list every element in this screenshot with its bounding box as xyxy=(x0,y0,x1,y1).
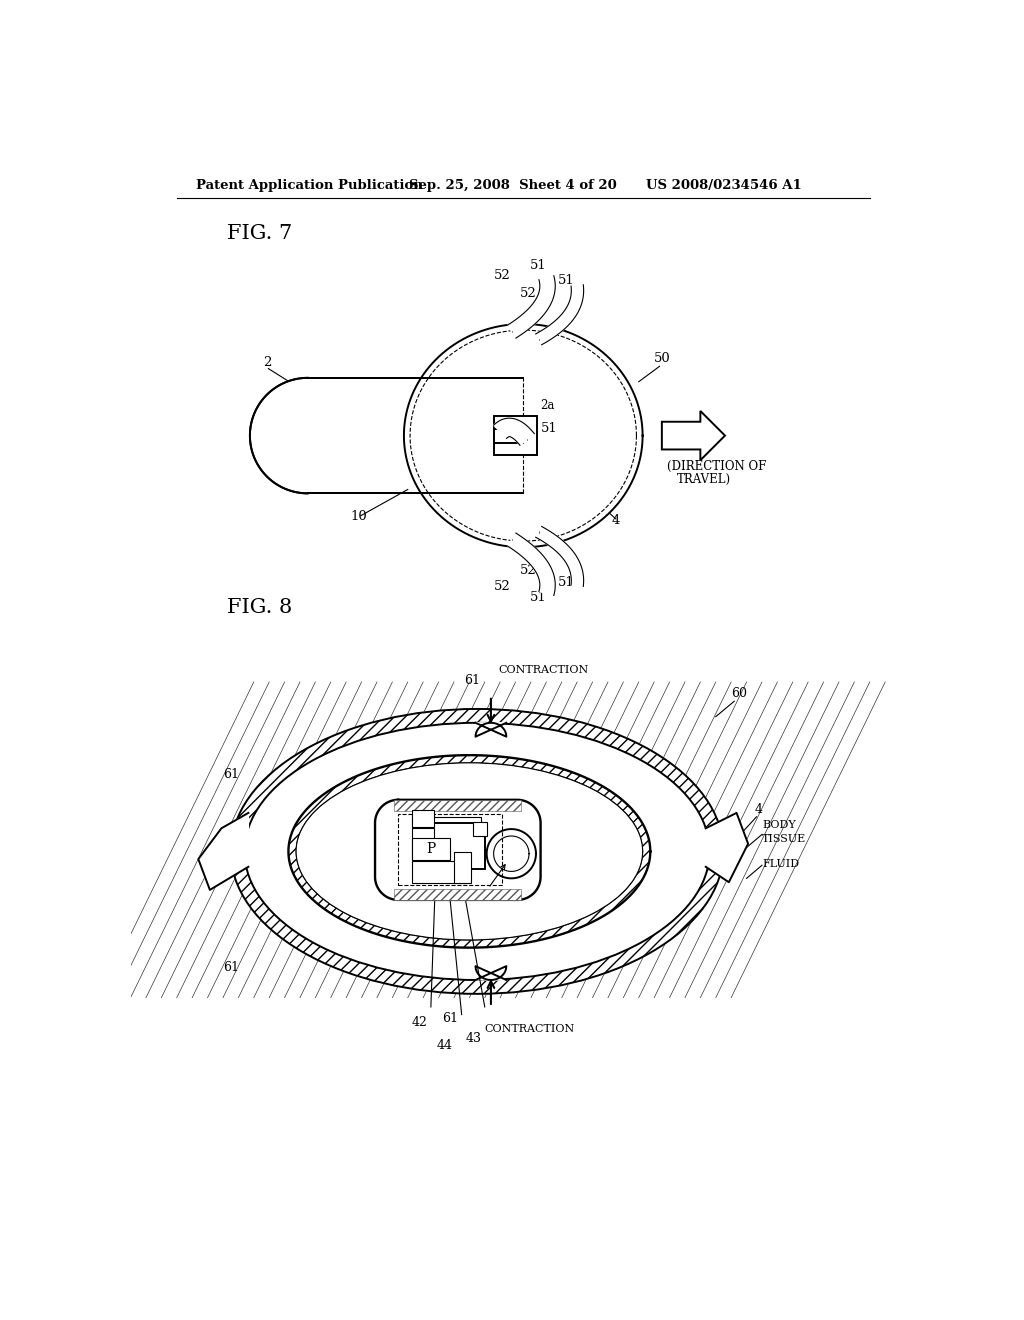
Polygon shape xyxy=(508,276,555,338)
Text: 18: 18 xyxy=(483,814,498,824)
Text: US 2008/0234546 A1: US 2008/0234546 A1 xyxy=(646,178,802,191)
Bar xyxy=(495,416,537,455)
Polygon shape xyxy=(230,709,724,994)
Text: 17: 17 xyxy=(393,836,407,846)
Text: FIG. 7: FIG. 7 xyxy=(226,224,292,243)
Text: 15: 15 xyxy=(487,838,502,847)
Text: 61: 61 xyxy=(442,1012,459,1026)
Bar xyxy=(495,429,523,442)
Text: 41: 41 xyxy=(206,869,222,882)
Text: 61: 61 xyxy=(464,675,480,688)
Text: 3: 3 xyxy=(480,886,487,896)
Text: BODY: BODY xyxy=(762,820,796,830)
Text: 2: 2 xyxy=(263,356,271,370)
Text: 2b: 2b xyxy=(458,735,472,746)
Text: 14: 14 xyxy=(472,847,486,858)
Text: 51: 51 xyxy=(541,422,557,434)
Bar xyxy=(412,862,466,883)
Text: TISSUE: TISSUE xyxy=(762,834,806,845)
Polygon shape xyxy=(375,800,541,900)
Polygon shape xyxy=(662,411,725,461)
Text: 42: 42 xyxy=(412,1016,427,1030)
Text: CONTRACTION: CONTRACTION xyxy=(499,665,589,675)
Text: Patent Application Publication: Patent Application Publication xyxy=(196,178,423,191)
Text: 13: 13 xyxy=(424,850,438,859)
Polygon shape xyxy=(289,755,650,948)
Ellipse shape xyxy=(245,723,710,979)
Text: 2: 2 xyxy=(340,810,348,824)
Text: 16: 16 xyxy=(393,807,407,817)
Text: 12: 12 xyxy=(624,771,638,780)
Text: 10: 10 xyxy=(350,511,367,523)
Text: 52: 52 xyxy=(519,286,537,300)
Bar xyxy=(394,800,521,810)
Bar xyxy=(394,890,521,900)
Text: 12: 12 xyxy=(604,932,618,942)
Bar xyxy=(412,838,451,859)
Text: 10: 10 xyxy=(515,801,529,810)
Bar xyxy=(473,822,487,836)
Text: 61: 61 xyxy=(223,961,239,974)
Text: 62: 62 xyxy=(395,841,410,851)
Polygon shape xyxy=(706,813,749,882)
Ellipse shape xyxy=(230,709,724,994)
Bar xyxy=(412,810,433,826)
Bar xyxy=(423,822,484,869)
Text: 43: 43 xyxy=(466,1032,481,1044)
Text: TRAVEL): TRAVEL) xyxy=(677,474,731,486)
Text: 51: 51 xyxy=(558,275,574,286)
Text: 50: 50 xyxy=(654,352,671,366)
Polygon shape xyxy=(199,813,249,890)
Polygon shape xyxy=(536,527,584,586)
Text: 52: 52 xyxy=(519,564,537,577)
Text: 52: 52 xyxy=(494,579,511,593)
Polygon shape xyxy=(403,323,643,548)
Text: 4: 4 xyxy=(611,515,621,527)
Polygon shape xyxy=(508,533,555,595)
Text: CONTRACTION: CONTRACTION xyxy=(484,1024,575,1035)
Text: 2a: 2a xyxy=(541,399,555,412)
Ellipse shape xyxy=(296,763,643,940)
Bar xyxy=(398,814,502,886)
Text: 11: 11 xyxy=(488,814,503,824)
Text: 51: 51 xyxy=(558,576,574,589)
Text: 52: 52 xyxy=(494,269,511,282)
Polygon shape xyxy=(494,418,535,445)
Text: (DIRECTION OF: (DIRECTION OF xyxy=(668,461,767,474)
Text: 61: 61 xyxy=(223,768,239,781)
Polygon shape xyxy=(250,378,523,494)
Bar xyxy=(454,853,471,883)
Polygon shape xyxy=(536,285,584,345)
Text: 52: 52 xyxy=(473,418,489,430)
Text: 60: 60 xyxy=(731,688,748,701)
Bar xyxy=(412,817,481,828)
Text: 4: 4 xyxy=(755,803,762,816)
Text: 51: 51 xyxy=(529,591,546,605)
Text: FLUID: FLUID xyxy=(762,859,799,869)
Text: Sep. 25, 2008  Sheet 4 of 20: Sep. 25, 2008 Sheet 4 of 20 xyxy=(410,178,617,191)
Text: FIG. 8: FIG. 8 xyxy=(226,598,292,616)
Text: 51: 51 xyxy=(529,259,546,272)
Text: 44: 44 xyxy=(437,1039,453,1052)
Bar xyxy=(412,829,433,859)
Text: 2a: 2a xyxy=(608,828,622,838)
Text: 2b: 2b xyxy=(484,958,499,969)
Text: P: P xyxy=(427,842,436,857)
Polygon shape xyxy=(475,966,506,979)
Polygon shape xyxy=(475,723,506,737)
Polygon shape xyxy=(486,829,536,878)
